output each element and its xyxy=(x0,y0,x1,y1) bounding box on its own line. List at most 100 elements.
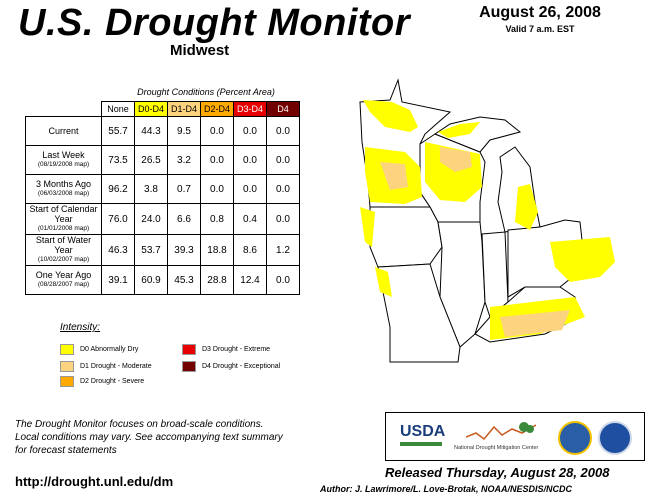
state-indiana xyxy=(481,231,509,318)
cell-value: 44.3 xyxy=(134,116,168,146)
ndmc-logo: National Drought Mitigation Center xyxy=(454,445,539,451)
cell-value: 55.7 xyxy=(101,116,135,146)
note-line: Local conditions may vary. See accompany… xyxy=(15,432,283,443)
state-illinois xyxy=(437,221,486,348)
cell-value: 28.8 xyxy=(200,265,234,295)
drought-url[interactable]: http://drought.unl.edu/dm xyxy=(15,474,174,489)
legend-item-d0: D0 Abnormally Dry xyxy=(60,344,138,355)
cell-value: 0.8 xyxy=(200,203,234,235)
cell-value: 0.0 xyxy=(200,145,234,175)
map-date: August 26, 2008 xyxy=(479,4,601,21)
drought-conditions-table: None D0-D4 D1-D4 D2-D4 D3-D4 D4 Current … xyxy=(25,101,300,295)
legend-label: D1 Drought - Moderate xyxy=(80,363,152,370)
row-label: Start of Water Year (10/02/2007 map) xyxy=(25,234,102,266)
cell-value: 60.9 xyxy=(134,265,168,295)
cell-value: 0.0 xyxy=(233,174,267,204)
col-none: None xyxy=(101,101,135,117)
legend-swatch xyxy=(182,344,196,355)
cell-value: 0.0 xyxy=(266,116,300,146)
cell-value: 26.5 xyxy=(134,145,168,175)
table-row: 3 Months Ago (06/03/2008 map) 96.2 3.8 0.… xyxy=(25,174,300,204)
author-credit: Author: J. Lawrimore/L. Love-Brotak, NOA… xyxy=(320,484,573,494)
cell-value: 45.3 xyxy=(167,265,201,295)
usda-logo: USDA xyxy=(400,423,445,446)
col-d3-d4: D3-D4 xyxy=(233,101,267,117)
noaa-seal-icon xyxy=(598,421,632,455)
table-header-row: None D0-D4 D1-D4 D2-D4 D3-D4 D4 xyxy=(26,101,300,117)
d0-illinois-west xyxy=(360,207,375,247)
cell-value: 9.5 xyxy=(167,116,201,146)
d0-missouri-east xyxy=(375,267,392,297)
cell-value: 53.7 xyxy=(134,234,168,266)
legend-label: D3 Drought - Extreme xyxy=(202,346,271,353)
cell-value: 0.0 xyxy=(233,145,267,175)
cell-value: 0.0 xyxy=(266,203,300,235)
region-label: Midwest xyxy=(170,42,230,59)
table-row: Last Week (08/19/2008 map) 73.5 26.5 3.2 … xyxy=(25,145,300,175)
intensity-legend-title: Intensity: xyxy=(60,322,101,333)
table-row: One Year Ago (08/28/2007 map) 39.1 60.9 4… xyxy=(25,265,300,295)
cell-value: 39.1 xyxy=(101,265,135,295)
cell-value: 0.0 xyxy=(266,265,300,295)
partner-logos: USDA National Drought Mitigation Center xyxy=(385,412,645,461)
row-label: One Year Ago (08/28/2007 map) xyxy=(25,265,102,295)
row-label: Start of Calendar Year (01/01/2008 map) xyxy=(25,203,102,235)
note-line: for forecast statements xyxy=(15,445,117,456)
cell-value: 0.0 xyxy=(266,145,300,175)
note-line: The Drought Monitor focuses on broad-sca… xyxy=(15,419,264,430)
cell-value: 1.2 xyxy=(266,234,300,266)
cell-value: 76.0 xyxy=(101,203,135,235)
valid-time: Valid 7 a.m. EST xyxy=(505,24,575,34)
d0-ohio xyxy=(550,237,615,282)
cell-value: 0.7 xyxy=(167,174,201,204)
midwest-drought-map xyxy=(359,78,615,363)
cell-value: 0.4 xyxy=(233,203,267,235)
legend-item-d2: D2 Drought - Severe xyxy=(60,376,144,387)
legend-label: D2 Drought - Severe xyxy=(80,378,145,385)
table-row: Start of Calendar Year (01/01/2008 map) 7… xyxy=(25,203,300,235)
state-missouri xyxy=(377,263,461,363)
d0-michigan-upper xyxy=(438,122,480,138)
table-caption: Drought Conditions (Percent Area) xyxy=(137,87,275,97)
cell-value: 96.2 xyxy=(101,174,135,204)
cell-value: 12.4 xyxy=(233,265,267,295)
legend-item-d1: D1 Drought - Moderate xyxy=(60,361,152,372)
row-label: 3 Months Ago (06/03/2008 map) xyxy=(25,174,102,204)
cell-value: 0.0 xyxy=(200,174,234,204)
d0-michigan-lower xyxy=(515,184,538,230)
cell-value: 8.6 xyxy=(233,234,267,266)
cell-value: 0.0 xyxy=(266,174,300,204)
disclaimer-note: The Drought Monitor focuses on broad-sca… xyxy=(15,418,345,457)
cell-value: 46.3 xyxy=(101,234,135,266)
d1-kentucky xyxy=(500,310,570,337)
legend-label: D0 Abnormally Dry xyxy=(80,346,139,353)
cell-value: 3.8 xyxy=(134,174,168,204)
cell-value: 0.0 xyxy=(233,116,267,146)
release-date: Released Thursday, August 28, 2008 xyxy=(385,465,610,480)
legend-swatch xyxy=(60,376,74,387)
cell-value: 73.5 xyxy=(101,145,135,175)
cell-value: 3.2 xyxy=(167,145,201,175)
d1-minnesota xyxy=(380,162,408,190)
legend-swatch xyxy=(60,361,74,372)
legend-item-d4: D4 Drought - Exceptional xyxy=(182,361,280,372)
ndmc-logo-icon xyxy=(466,422,536,441)
commerce-seal-icon xyxy=(558,421,592,455)
col-d4: D4 xyxy=(266,101,300,117)
d1-wisconsin xyxy=(440,147,472,172)
legend-swatch xyxy=(182,361,196,372)
d0-minnesota xyxy=(363,100,418,132)
table-row: Current 55.7 44.3 9.5 0.0 0.0 0.0 xyxy=(25,116,300,146)
cell-value: 24.0 xyxy=(134,203,168,235)
legend-swatch xyxy=(60,344,74,355)
map-title: U.S. Drought Monitor xyxy=(18,2,411,44)
cell-value: 18.8 xyxy=(200,234,234,266)
col-d0-d4: D0-D4 xyxy=(134,101,168,117)
table-row: Start of Water Year (10/02/2007 map) 46.3… xyxy=(25,234,300,266)
row-label: Current xyxy=(25,116,102,146)
row-label: Last Week (08/19/2008 map) xyxy=(25,145,102,175)
legend-label: D4 Drought - Exceptional xyxy=(202,363,281,370)
cell-value: 6.6 xyxy=(167,203,201,235)
cell-value: 39.3 xyxy=(167,234,201,266)
legend-item-d3: D3 Drought - Extreme xyxy=(182,344,270,355)
